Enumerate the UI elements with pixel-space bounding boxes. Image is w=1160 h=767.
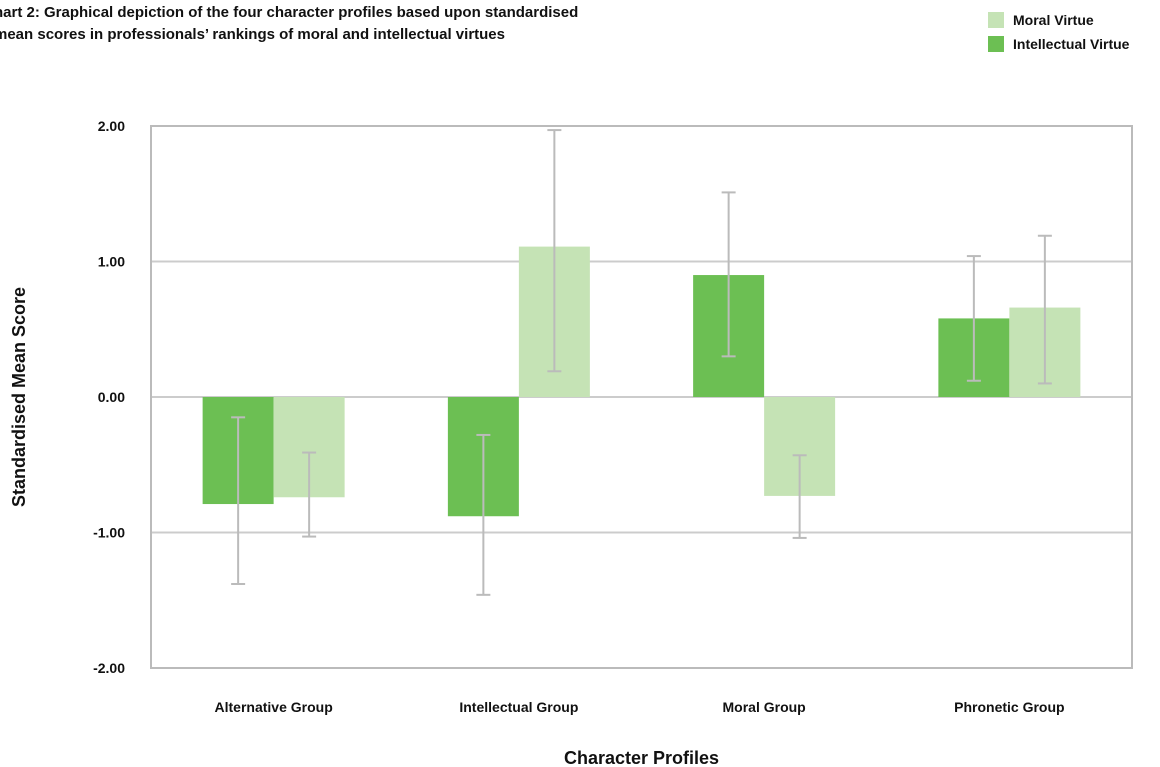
- x-category-label: Phronetic Group: [954, 699, 1064, 715]
- y-axis-title: Standardised Mean Score: [9, 287, 29, 507]
- y-tick-label: -2.00: [93, 660, 125, 676]
- plot-area-frame: [150, 125, 1133, 669]
- legend-item-intellectual-virtue: Intellectual Virtue: [988, 32, 1129, 56]
- legend-label-moral-virtue: Moral Virtue: [1013, 12, 1094, 28]
- y-tick-label: 1.00: [98, 254, 125, 270]
- legend-item-moral-virtue: Moral Virtue: [988, 8, 1129, 32]
- x-category-label: Intellectual Group: [459, 699, 578, 715]
- legend-swatch-intellectual-virtue: [988, 36, 1004, 52]
- x-axis-title: Character Profiles: [564, 748, 719, 767]
- chart-title: hart 2: Graphical depiction of the four …: [0, 2, 814, 46]
- y-tick-label: 2.00: [98, 118, 125, 134]
- x-category-label: Alternative Group: [215, 699, 333, 715]
- legend: Moral Virtue Intellectual Virtue: [988, 8, 1129, 56]
- y-tick-label: -1.00: [93, 525, 125, 541]
- x-category-label: Moral Group: [723, 699, 806, 715]
- legend-label-intellectual-virtue: Intellectual Virtue: [1013, 36, 1130, 52]
- y-tick-label: 0.00: [98, 389, 125, 405]
- legend-swatch-moral-virtue: [988, 12, 1004, 28]
- chart-title-line-1: hart 2: Graphical depiction of the four …: [0, 4, 579, 21]
- chart-title-line-2: mean scores in professionals’ rankings o…: [0, 26, 505, 43]
